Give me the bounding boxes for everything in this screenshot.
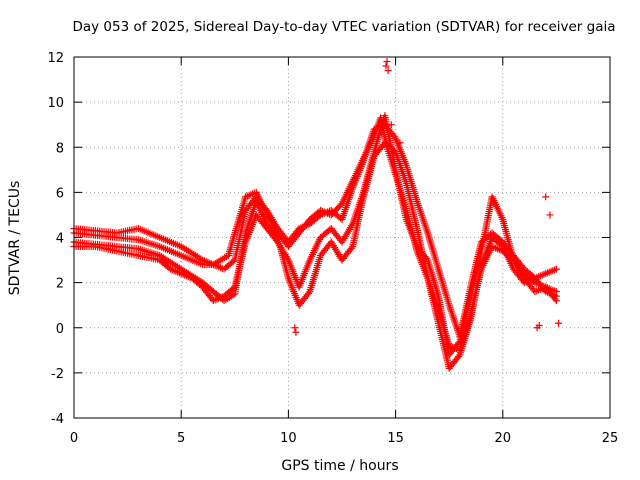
data-point [305, 289, 312, 297]
y-tick-label: 8 [56, 141, 64, 156]
y-tick-label: 4 [56, 232, 64, 247]
x-tick-label: 10 [280, 431, 297, 446]
x-axis-label: GPS time / hours [281, 458, 398, 474]
x-axis-ticks: 0 5 10 15 20 25 [70, 57, 618, 446]
data-point [292, 328, 300, 336]
x-tick-label: 15 [387, 431, 404, 446]
data-point [535, 321, 543, 329]
data-point [422, 254, 430, 262]
y-axis-ticks: -4 -2 0 2 4 6 8 10 12 [47, 51, 610, 427]
grid-lines [74, 57, 610, 418]
x-tick-label: 5 [177, 431, 185, 446]
y-tick-label: -4 [51, 412, 64, 427]
y-axis-label: SDTVAR / TECUs [7, 181, 23, 296]
y-tick-label: 0 [56, 322, 64, 337]
chart-title: Day 053 of 2025, Sidereal Day-to-day VTE… [72, 19, 615, 35]
data-point [387, 121, 395, 129]
data-point [384, 67, 392, 75]
data-point [546, 211, 554, 219]
data-point [347, 244, 355, 252]
y-tick-label: -2 [51, 367, 64, 382]
data-points [70, 58, 563, 372]
y-tick-label: 6 [56, 186, 64, 201]
x-tick-label: 0 [70, 431, 78, 446]
data-point [542, 193, 550, 201]
data-point [383, 58, 391, 66]
data-point [396, 139, 404, 147]
y-tick-label: 10 [47, 96, 64, 111]
y-tick-label: 2 [56, 277, 64, 292]
data-point [552, 265, 560, 273]
data-point [455, 339, 463, 347]
data-point [552, 297, 560, 305]
y-tick-label: 12 [47, 51, 64, 66]
x-tick-label: 20 [495, 431, 512, 446]
data-point [455, 353, 463, 361]
data-point [555, 319, 563, 327]
data-point [291, 324, 299, 332]
data-point [551, 295, 559, 303]
data-point [382, 62, 390, 70]
x-tick-label: 25 [602, 431, 619, 446]
